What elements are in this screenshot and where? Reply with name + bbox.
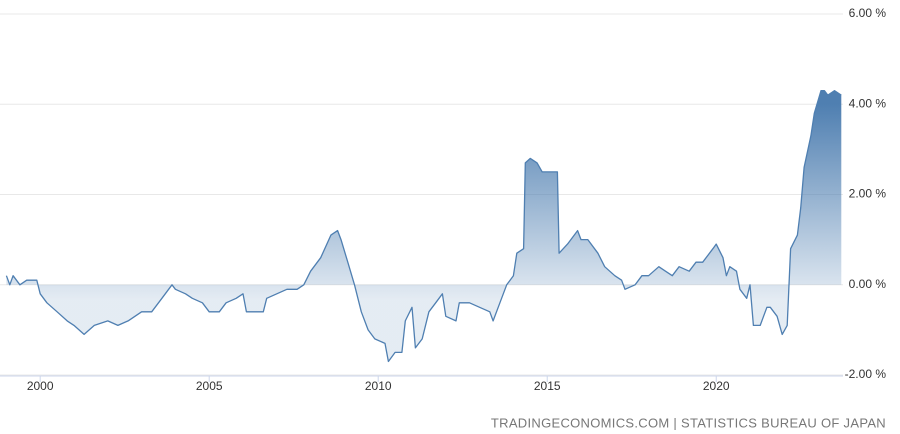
x-tick-label: 2010 bbox=[365, 379, 392, 393]
x-tick-label: 2020 bbox=[703, 379, 730, 393]
y-tick-label: -2.00 % bbox=[845, 367, 887, 381]
area-fill bbox=[6, 90, 842, 362]
x-tick-label: 2000 bbox=[27, 379, 54, 393]
y-tick-label: 2.00 % bbox=[849, 187, 887, 201]
line bbox=[5, 90, 842, 363]
x-tick-label: 2005 bbox=[196, 379, 223, 393]
y-tick-label: 6.00 % bbox=[849, 6, 887, 20]
y-tick-label: 0.00 % bbox=[849, 277, 887, 291]
y-tick-label: 4.00 % bbox=[849, 96, 887, 110]
x-tick-label: 2015 bbox=[534, 379, 561, 393]
source: TRADINGECONOMICS.COM | STATISTICS BUREAU… bbox=[491, 415, 886, 430]
